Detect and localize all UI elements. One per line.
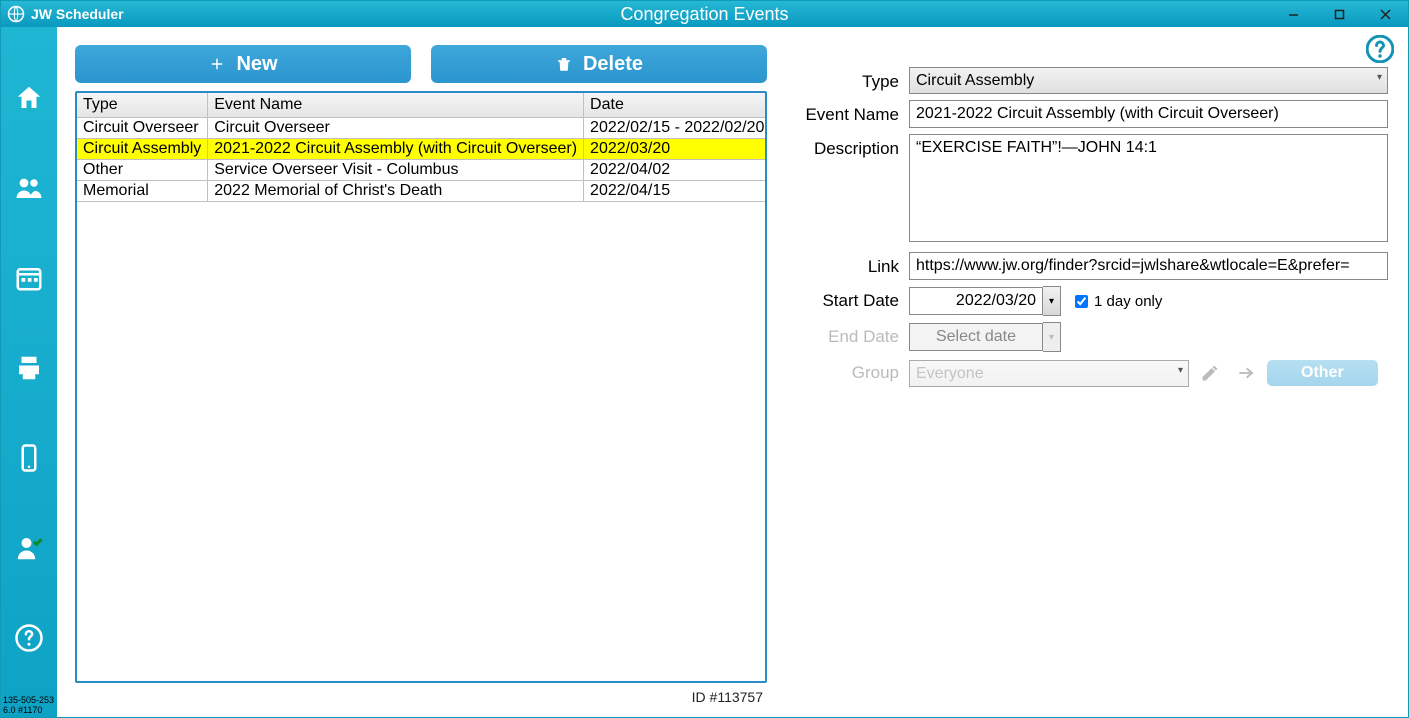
form-row-start-date: Start Date ▾ 1 day only [791, 286, 1388, 316]
maximize-button[interactable] [1316, 1, 1362, 27]
table-cell-date: 2022/04/15 [584, 181, 767, 202]
events-table-wrap: Type Event Name Date Circuit OverseerCir… [75, 91, 767, 683]
form-row-description: Description [791, 134, 1388, 246]
description-input[interactable] [909, 134, 1388, 242]
label-description: Description [791, 134, 909, 159]
table-row[interactable]: Circuit Assembly2021-2022 Circuit Assemb… [77, 139, 767, 160]
table-row[interactable]: OtherService Overseer Visit - Columbus20… [77, 160, 767, 181]
other-button[interactable]: Other [1267, 360, 1378, 386]
col-header-event-name[interactable]: Event Name [208, 93, 584, 118]
sidebar-footer: 135-505-253 6.0 #1170 [3, 696, 54, 715]
type-select[interactable]: Circuit Assembly [909, 67, 1388, 94]
type-select-wrap: Circuit Assembly [909, 67, 1388, 94]
label-link: Link [791, 252, 909, 277]
print-icon [14, 353, 44, 383]
app-icon [7, 5, 25, 23]
col-header-type[interactable]: Type [77, 93, 208, 118]
table-cell-date: 2022/04/02 [584, 160, 767, 181]
table-cell-name: 2021-2022 Circuit Assembly (with Circuit… [208, 139, 584, 160]
left-panel: New Delete Type Event Name [57, 27, 779, 717]
start-date-input[interactable] [909, 287, 1043, 315]
one-day-label: 1 day only [1094, 293, 1162, 310]
right-panel: Type Circuit Assembly Event Name Descrip… [779, 27, 1408, 717]
form-row-end-date: End Date ▾ [791, 322, 1388, 352]
end-date-picker: ▾ [909, 322, 1061, 352]
toolbar: New Delete [75, 45, 767, 83]
plus-icon [208, 55, 226, 73]
mobile-icon [14, 443, 44, 473]
form-row-type: Type Circuit Assembly [791, 67, 1388, 94]
app-name: JW Scheduler [31, 6, 124, 22]
label-type: Type [791, 67, 909, 92]
label-event-name: Event Name [791, 100, 909, 125]
nav-print[interactable] [1, 323, 57, 413]
title-bar: JW Scheduler Congregation Events [1, 1, 1408, 27]
window-controls [1270, 1, 1408, 27]
nav-calendar[interactable] [1, 233, 57, 323]
trash-icon [555, 55, 573, 73]
user-check-icon [14, 533, 44, 563]
table-cell-type: Circuit Overseer [77, 118, 208, 139]
group-select-wrap: Everyone [909, 360, 1189, 387]
nav-user-check[interactable] [1, 503, 57, 593]
table-row[interactable]: Circuit OverseerCircuit Overseer2022/02/… [77, 118, 767, 139]
body: 135-505-253 6.0 #1170 New Delete [1, 27, 1408, 717]
minimize-button[interactable] [1270, 1, 1316, 27]
calendar-icon [14, 263, 44, 293]
new-button-label: New [236, 53, 277, 76]
table-cell-date: 2022/02/15 - 2022/02/20 [584, 118, 767, 139]
home-icon [14, 83, 44, 113]
nav-mobile[interactable] [1, 413, 57, 503]
table-cell-date: 2022/03/20 [584, 139, 767, 160]
help-button[interactable] [1366, 35, 1394, 63]
table-cell-type: Memorial [77, 181, 208, 202]
app-window: JW Scheduler Congregation Events [0, 0, 1409, 718]
table-cell-name: 2022 Memorial of Christ's Death [208, 181, 584, 202]
nav-home[interactable] [1, 53, 57, 143]
label-group: Group [791, 358, 909, 383]
nav-people[interactable] [1, 143, 57, 233]
sidebar: 135-505-253 6.0 #1170 [1, 27, 57, 717]
content-area: New Delete Type Event Name [57, 27, 1408, 717]
events-table: Type Event Name Date Circuit OverseerCir… [77, 93, 767, 202]
table-row[interactable]: Memorial2022 Memorial of Christ's Death2… [77, 181, 767, 202]
nav-help[interactable] [1, 593, 57, 683]
end-date-dropdown: ▾ [1043, 322, 1061, 352]
end-date-input [909, 323, 1043, 351]
form-row-group: Group Everyone Other [791, 358, 1388, 388]
form-row-event-name: Event Name [791, 100, 1388, 128]
form-row-link: Link [791, 252, 1388, 280]
new-button[interactable]: New [75, 45, 411, 83]
delete-button[interactable]: Delete [431, 45, 767, 83]
start-date-picker: ▾ [909, 286, 1061, 316]
edit-group-button[interactable] [1195, 358, 1225, 388]
help-circle-icon [14, 623, 44, 653]
edit-icon [1200, 363, 1220, 383]
footer-line2: 6.0 #1170 [3, 706, 54, 715]
table-cell-type: Other [77, 160, 208, 181]
table-cell-name: Service Overseer Visit - Columbus [208, 160, 584, 181]
window-title: Congregation Events [1, 4, 1408, 25]
col-header-date[interactable]: Date [584, 93, 767, 118]
table-cell-name: Circuit Overseer [208, 118, 584, 139]
table-cell-type: Circuit Assembly [77, 139, 208, 160]
start-date-dropdown[interactable]: ▾ [1043, 286, 1061, 316]
page-footer-id: ID #113757 [75, 689, 767, 705]
arrow-button[interactable] [1231, 358, 1261, 388]
close-button[interactable] [1362, 1, 1408, 27]
label-end-date: End Date [791, 322, 909, 347]
arrow-right-icon [1236, 363, 1256, 383]
group-select: Everyone [909, 360, 1189, 387]
delete-button-label: Delete [583, 53, 643, 76]
one-day-checkbox[interactable] [1075, 295, 1088, 308]
people-icon [14, 173, 44, 203]
event-name-input[interactable] [909, 100, 1388, 128]
one-day-wrap: 1 day only [1075, 293, 1162, 310]
link-input[interactable] [909, 252, 1388, 280]
label-start-date: Start Date [791, 286, 909, 311]
